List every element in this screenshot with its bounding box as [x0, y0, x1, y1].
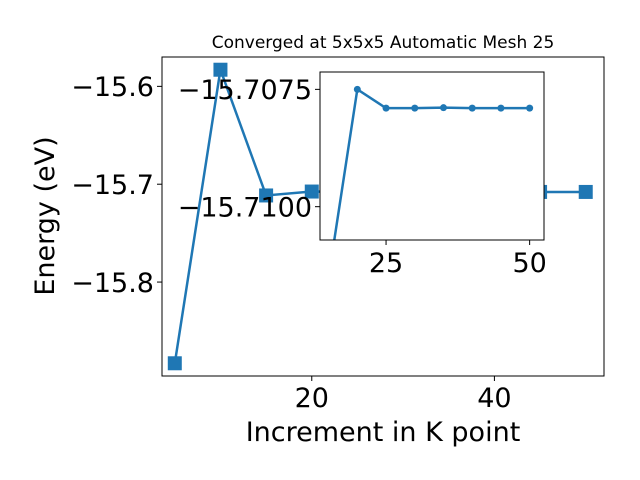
inset-series — [333, 85, 534, 240]
main-y-ticks: −15.6 −15.7 −15.8 — [71, 72, 162, 299]
inset-data-point — [439, 104, 447, 112]
inset-plot-frame — [319, 71, 545, 241]
main-data-point — [259, 188, 274, 203]
inset-x-tick-label: 25 — [369, 248, 403, 279]
inset-background — [320, 72, 544, 240]
inset-data-point — [526, 104, 534, 112]
main-y-tick-label: −15.8 — [71, 268, 154, 299]
main-plot-frame — [161, 56, 605, 377]
inset-data-point — [353, 85, 361, 93]
inset-data-point — [411, 104, 419, 112]
main-data-point — [304, 184, 319, 199]
inset-data-point — [382, 104, 390, 112]
main-y-tick-label: −15.6 — [71, 72, 154, 103]
main-y-tick-label: −15.7 — [71, 170, 154, 201]
inset-x-tick-label: 50 — [512, 248, 546, 279]
main-chart-title: Converged at 5x5x5 Automatic Mesh 25 — [212, 33, 555, 53]
inset-series-line — [333, 87, 530, 240]
main-y-axis-label: Energy (eV) — [30, 136, 61, 295]
main-data-point — [213, 62, 228, 77]
main-x-tick-label: 40 — [477, 383, 511, 414]
inset-y-ticks: −15.7100 −15.7075 — [178, 75, 320, 223]
main-data-point — [167, 356, 182, 371]
inset-data-point — [468, 104, 476, 112]
inset-y-tick-label: −15.7075 — [178, 75, 312, 106]
inset-x-ticks: 25 50 — [369, 240, 547, 279]
inset-axes: 25 50 −15.7100 −15.7075 — [178, 71, 547, 279]
inset-y-tick-label: −15.7100 — [178, 192, 312, 223]
main-x-ticks: 20 40 — [295, 376, 512, 414]
main-data-point — [578, 184, 593, 199]
main-x-axis-label: Increment in K point — [246, 417, 521, 448]
inset-data-point — [497, 104, 505, 112]
main-x-tick-label: 20 — [295, 383, 329, 414]
